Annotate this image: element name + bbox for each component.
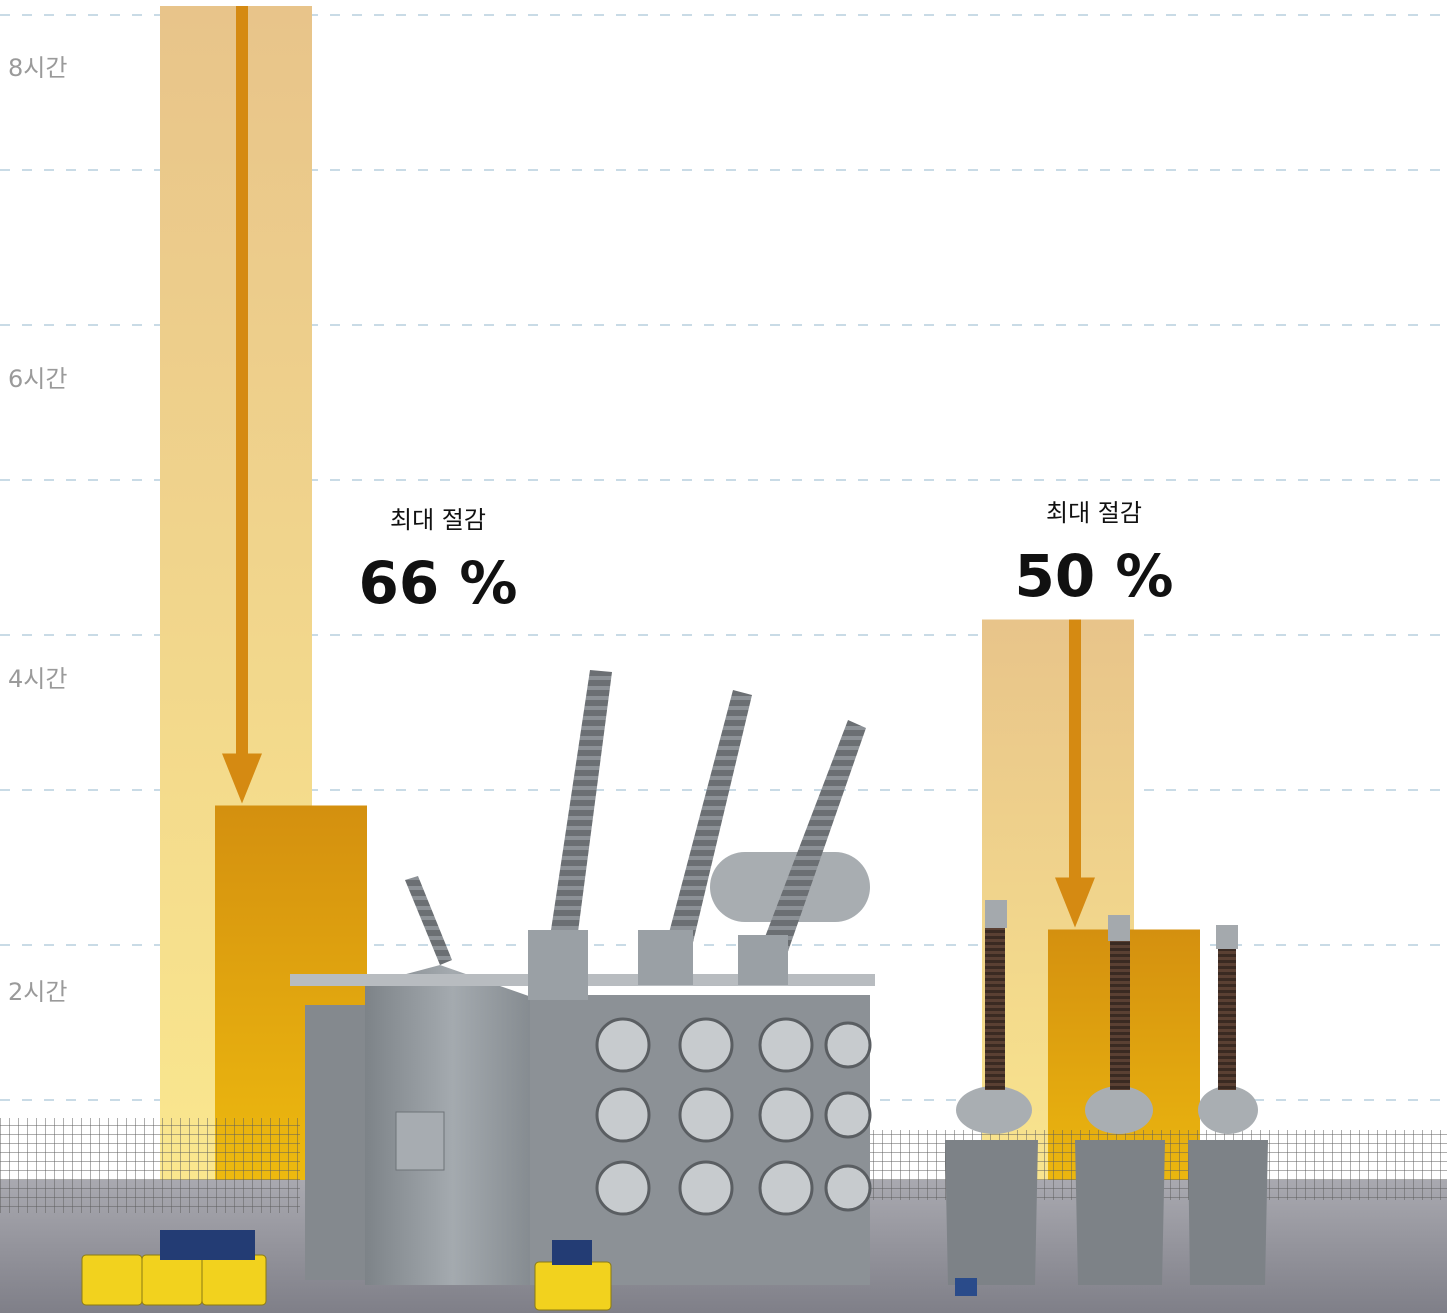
reduction-percent: 50 %	[1014, 542, 1174, 610]
reduction-callout-transformer: 최대 절감 66 %	[338, 500, 538, 617]
y-tick-label-8h: 8시간	[8, 54, 68, 82]
y-tick-label-2h: 2시간	[8, 978, 68, 1006]
reduction-percent: 66 %	[358, 549, 518, 617]
reduction-callout-instrument-transformer: 최대 절감 50 %	[994, 493, 1194, 610]
reduction-label: 최대 절감	[390, 506, 486, 534]
test-equipment	[81, 1230, 977, 1311]
substation-illustration	[0, 670, 1447, 1313]
y-tick-label-6h: 6시간	[8, 365, 68, 393]
reduction-arrow-head	[1055, 877, 1095, 928]
fence-left	[0, 1118, 300, 1213]
reduction-arrows	[222, 6, 1095, 928]
y-tick-label-4h: 4시간	[8, 665, 68, 693]
power-transformer	[290, 670, 875, 1285]
cooling-fans	[595, 1017, 872, 1216]
reduction-label: 최대 절감	[1046, 499, 1142, 527]
bushings	[405, 670, 866, 1000]
instrument-transformers	[945, 900, 1268, 1285]
reduction-arrow-head	[222, 753, 262, 804]
